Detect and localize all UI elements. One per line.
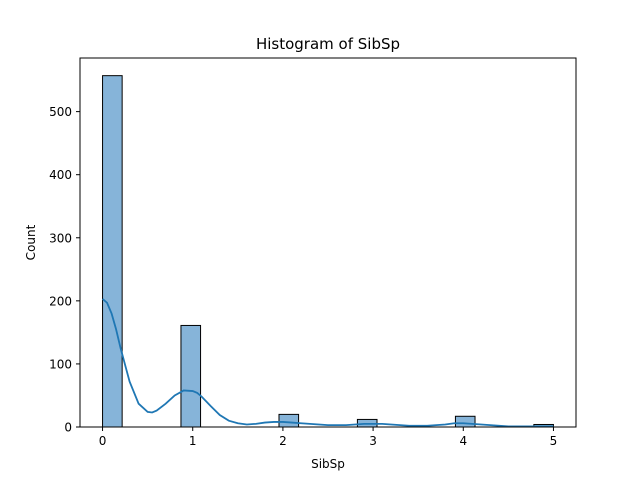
y-tick-label: 500	[49, 105, 72, 119]
y-tick-label: 100	[49, 357, 72, 371]
x-tick-label: 1	[189, 434, 197, 448]
histogram-bar-0	[102, 75, 123, 428]
y-tick-label: 0	[64, 421, 72, 435]
kde-line	[101, 298, 554, 428]
x-tick-label: 4	[459, 434, 467, 448]
x-tick-label: 5	[550, 434, 558, 448]
x-tick-label: 3	[369, 434, 377, 448]
y-tick-label: 400	[49, 168, 72, 182]
y-axis-ticks: 0 100 200 300 400 500	[49, 105, 80, 435]
y-axis-label: Count	[24, 224, 38, 260]
histogram-bar-2	[278, 413, 300, 428]
plot-area-frame	[79, 57, 577, 428]
histogram-bar-1	[180, 324, 202, 428]
y-tick-label: 200	[49, 294, 72, 308]
histogram-bar-4	[454, 415, 476, 428]
x-tick-label: 2	[279, 434, 287, 448]
x-axis-label: SibSp	[311, 457, 345, 471]
chart-title: Histogram of SibSp	[256, 35, 400, 53]
x-tick-label: 0	[99, 434, 107, 448]
x-axis-ticks: 0 1 2 3 4 5	[99, 427, 558, 448]
y-tick-label: 300	[49, 231, 72, 245]
